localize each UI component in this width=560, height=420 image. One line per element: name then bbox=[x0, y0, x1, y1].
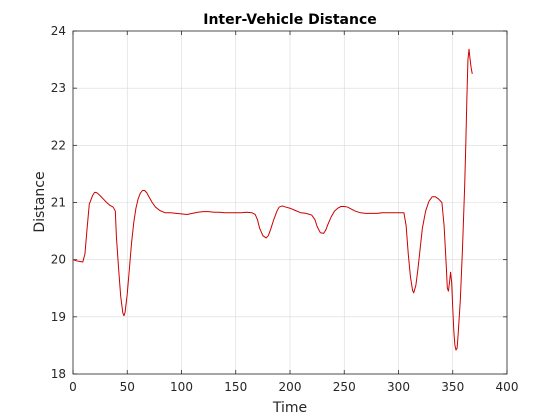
y-tick-label: 20 bbox=[51, 253, 66, 267]
x-tick-label: 300 bbox=[387, 380, 410, 394]
x-tick-label: 150 bbox=[224, 380, 247, 394]
distance-series-line bbox=[72, 48, 473, 351]
x-tick-label: 250 bbox=[333, 380, 356, 394]
x-tick-label: 50 bbox=[120, 380, 135, 394]
y-axis: 18 19 20 21 22 23 24 bbox=[51, 24, 507, 381]
y-tick-label: 18 bbox=[51, 367, 66, 381]
y-tick-label: 23 bbox=[51, 81, 66, 95]
x-tick-label: 0 bbox=[69, 380, 77, 394]
grid bbox=[72, 30, 508, 375]
y-tick-label: 21 bbox=[51, 196, 66, 210]
x-tick-label: 400 bbox=[496, 380, 519, 394]
x-tick-label: 200 bbox=[279, 380, 302, 394]
series-group bbox=[72, 48, 473, 351]
y-axis-label: Distance bbox=[32, 171, 48, 232]
y-tick-label: 22 bbox=[51, 138, 66, 152]
x-tick-label: 350 bbox=[441, 380, 464, 394]
x-axis-label: Time bbox=[272, 400, 307, 416]
y-tick-label: 24 bbox=[51, 24, 66, 38]
x-axis: 0 50 100 150 200 250 300 350 400 bbox=[69, 31, 518, 394]
x-tick-label: 100 bbox=[170, 380, 193, 394]
y-tick-label: 19 bbox=[51, 310, 66, 324]
chart-title: Inter-Vehicle Distance bbox=[203, 12, 377, 28]
